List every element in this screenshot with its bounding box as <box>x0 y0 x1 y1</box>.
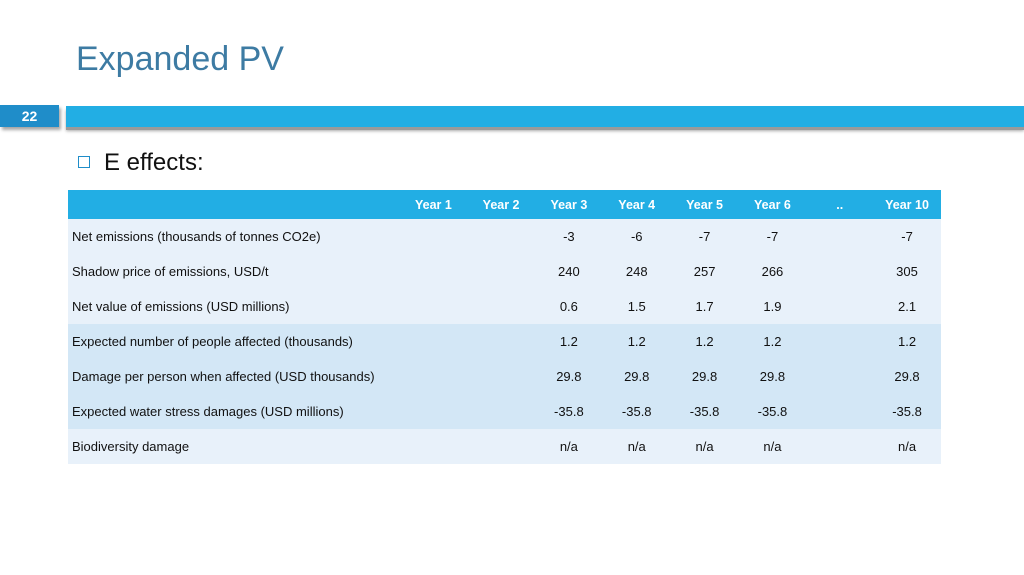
table-cell: 266 <box>738 254 807 289</box>
table-cell: 29.8 <box>602 359 671 394</box>
table-cell: 305 <box>873 254 941 289</box>
table-cell: n/a <box>738 429 807 464</box>
table-cell: -7 <box>873 219 941 254</box>
table-cell <box>399 219 468 254</box>
table-cell: 248 <box>602 254 671 289</box>
header-cell-year-2: Year 2 <box>467 190 535 219</box>
table-cell: n/a <box>534 429 603 464</box>
table-cell <box>467 429 535 464</box>
table-cell <box>467 289 535 324</box>
table-row: Net emissions (thousands of tonnes CO2e)… <box>68 219 941 254</box>
table-cell: 0.6 <box>534 289 603 324</box>
table-row: Net value of emissions (USD millions) 0.… <box>68 289 941 324</box>
table-cell: -35.8 <box>602 394 671 429</box>
table-cell <box>399 254 468 289</box>
table-cell <box>806 359 874 394</box>
table-cell <box>467 359 535 394</box>
table-cell: -7 <box>738 219 807 254</box>
row-label: Shadow price of emissions, USD/t <box>68 254 400 289</box>
table-cell: -35.8 <box>873 394 941 429</box>
row-label: Net emissions (thousands of tonnes CO2e) <box>68 219 400 254</box>
row-label: Expected water stress damages (USD milli… <box>68 394 400 429</box>
table-cell <box>399 289 468 324</box>
table-cell: n/a <box>670 429 739 464</box>
table-cell: n/a <box>873 429 941 464</box>
table-cell: -35.8 <box>738 394 807 429</box>
table-cell <box>806 254 874 289</box>
table-cell: -35.8 <box>534 394 603 429</box>
table-cell <box>806 394 874 429</box>
slide-number-badge: 22 <box>0 105 59 127</box>
table-cell: 29.8 <box>670 359 739 394</box>
table-row: Expected water stress damages (USD milli… <box>68 394 941 429</box>
table-cell <box>806 429 874 464</box>
table-cell <box>806 324 874 359</box>
header-cell-year-6: Year 6 <box>738 190 807 219</box>
header-cell-year-5: Year 5 <box>670 190 739 219</box>
table-row: Damage per person when affected (USD tho… <box>68 359 941 394</box>
table-cell: 2.1 <box>873 289 941 324</box>
table-cell: n/a <box>602 429 671 464</box>
table-cell: -6 <box>602 219 671 254</box>
bullet-item: E effects: <box>78 149 204 177</box>
table-cell: -35.8 <box>670 394 739 429</box>
row-label: Biodiversity damage <box>68 429 400 464</box>
table-cell: 1.7 <box>670 289 739 324</box>
table-cell <box>806 289 874 324</box>
header-cell-year-4: Year 4 <box>602 190 671 219</box>
slide-title: Expanded PV <box>76 40 284 78</box>
table-cell <box>806 219 874 254</box>
table-cell <box>467 324 535 359</box>
table-cell: 1.2 <box>873 324 941 359</box>
table-cell: 240 <box>534 254 603 289</box>
table-cell <box>467 394 535 429</box>
table-cell: 1.2 <box>534 324 603 359</box>
table-cell: 257 <box>670 254 739 289</box>
table-cell: 29.8 <box>873 359 941 394</box>
emissions-table: Year 1 Year 2 Year 3 Year 4 Year 5 Year … <box>68 190 941 464</box>
row-label: Expected number of people affected (thou… <box>68 324 400 359</box>
table-row: Shadow price of emissions, USD/t 240 248… <box>68 254 941 289</box>
table-cell: 1.2 <box>602 324 671 359</box>
header-cell-year-1: Year 1 <box>399 190 468 219</box>
header-cell-year-3: Year 3 <box>534 190 603 219</box>
header-cell-ellipsis: .. <box>806 190 874 219</box>
table-cell: 29.8 <box>738 359 807 394</box>
table-cell: -3 <box>534 219 603 254</box>
header-cell-year-10: Year 10 <box>873 190 941 219</box>
square-bullet-icon <box>78 156 90 168</box>
table-cell: 1.2 <box>738 324 807 359</box>
table-header-row: Year 1 Year 2 Year 3 Year 4 Year 5 Year … <box>68 190 941 219</box>
table-cell: -7 <box>670 219 739 254</box>
table-cell <box>467 219 535 254</box>
table-cell: 1.2 <box>670 324 739 359</box>
table-cell <box>399 429 468 464</box>
row-label: Damage per person when affected (USD tho… <box>68 359 400 394</box>
table-cell: 1.5 <box>602 289 671 324</box>
table-cell <box>399 324 468 359</box>
bullet-text: E effects: <box>104 149 204 176</box>
table-cell <box>467 254 535 289</box>
table-cell: 29.8 <box>534 359 603 394</box>
table-cell <box>399 394 468 429</box>
row-label: Net value of emissions (USD millions) <box>68 289 400 324</box>
header-cell-label <box>68 190 400 219</box>
table-row: Expected number of people affected (thou… <box>68 324 941 359</box>
table-row: Biodiversity damage n/a n/a n/a n/a n/a <box>68 429 941 464</box>
header-bar <box>66 106 1024 130</box>
table-cell: 1.9 <box>738 289 807 324</box>
table-cell <box>399 359 468 394</box>
